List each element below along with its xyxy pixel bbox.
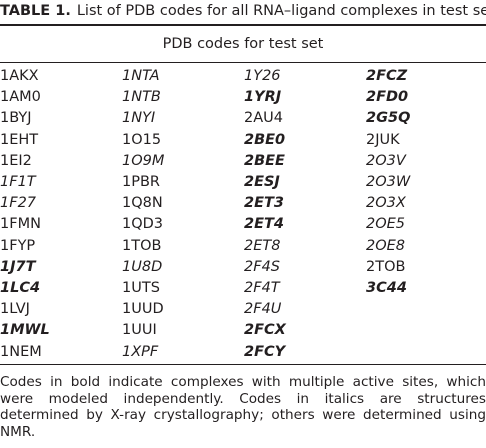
- pdb-code: 1Q8N: [122, 195, 163, 212]
- pdb-code: 1NTA: [122, 68, 160, 84]
- pdb-code: 1O15: [122, 131, 162, 148]
- pdb-code: 1J7T: [0, 258, 36, 275]
- pdb-code: 1AM0: [0, 89, 41, 106]
- pdb-code: 1LVJ: [0, 301, 30, 318]
- pdb-code: 2FCX: [244, 322, 286, 339]
- pdb-code: 1QD3: [122, 216, 164, 233]
- pdb-code: 3C44: [366, 280, 407, 296]
- top-rule: [0, 24, 486, 26]
- footnote: Codes in bold indicate complexes with mu…: [0, 374, 486, 440]
- pdb-code: 1FMN: [0, 216, 41, 233]
- pdb-code: 1UTS: [122, 280, 160, 296]
- pdb-code: 2G5Q: [366, 110, 411, 127]
- pdb-code: 1NYI: [122, 110, 156, 127]
- pdb-code: 2FCZ: [366, 68, 408, 84]
- table-title: TABLE 1. List of PDB codes for all RNA–li…: [0, 3, 486, 19]
- pdb-code: 2JUK: [366, 131, 400, 148]
- header-rule: [0, 62, 486, 63]
- pdb-code: 2F4S: [244, 258, 280, 275]
- pdb-code: 1MWL: [0, 322, 50, 339]
- pdb-code: 1F1T: [0, 174, 36, 190]
- pdb-code: 1O9M: [122, 152, 165, 169]
- pdb-code: 2O3V: [366, 152, 406, 169]
- pdb-code: 2ESJ: [244, 174, 280, 190]
- pdb-code: 1XPF: [122, 343, 159, 360]
- pdb-code: 2AU4: [244, 110, 283, 127]
- pdb-code: 2ET8: [244, 237, 281, 254]
- pdb-code: 2O3W: [366, 174, 411, 190]
- pdb-code: 1EI2: [0, 152, 32, 169]
- column-header: PDB codes for test set: [162, 36, 324, 52]
- pdb-code: 2TOB: [366, 258, 406, 275]
- pdb-code: 1F27: [0, 195, 37, 212]
- pdb-code: 2ET3: [244, 195, 284, 212]
- pdb-code: 1UUI: [122, 322, 157, 339]
- pdb-code: 1YRJ: [244, 89, 282, 106]
- pdb-code: 2FD0: [366, 89, 409, 106]
- pdb-code: 2OE5: [366, 216, 406, 233]
- pdb-code: 1LC4: [0, 280, 41, 296]
- pdb-code: 2O3X: [366, 195, 406, 212]
- table-label: TABLE 1.: [0, 3, 71, 19]
- pdb-code: 2BEE: [244, 152, 285, 169]
- bottom-rule: [0, 364, 486, 365]
- pdb-code: 1NEM: [0, 343, 42, 360]
- table-caption: List of PDB codes for all RNA–ligand com…: [76, 3, 486, 19]
- pdb-code: 2FCY: [244, 343, 286, 360]
- pdb-code: 2BE0: [244, 131, 286, 148]
- pdb-code: 1Y26: [244, 68, 281, 84]
- pdb-code: 1TOB: [122, 237, 162, 254]
- pdb-code: 1PBR: [122, 174, 160, 190]
- pdb-code: 1NTB: [122, 89, 161, 106]
- pdb-code: 2ET4: [244, 216, 284, 233]
- pdb-code: 2OE8: [366, 237, 406, 254]
- pdb-code: 1BYJ: [0, 110, 32, 127]
- pdb-code: 1AKX: [0, 68, 39, 84]
- pdb-code: 1UUD: [122, 301, 164, 318]
- pdb-code: 1FYP: [0, 237, 36, 254]
- pdb-code: 2F4T: [244, 280, 280, 296]
- pdb-code: 2F4U: [244, 301, 282, 318]
- pdb-code: 1EHT: [0, 131, 39, 148]
- pdb-code: 1U8D: [122, 258, 163, 275]
